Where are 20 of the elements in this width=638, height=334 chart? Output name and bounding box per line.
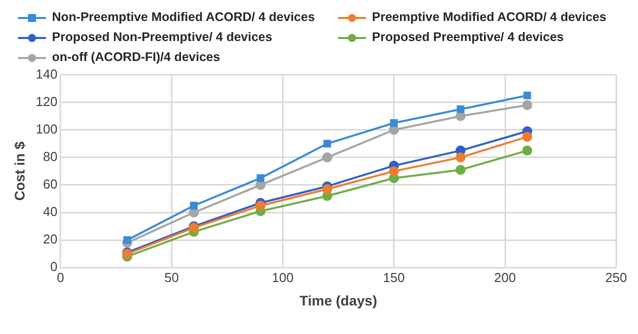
x-tick-label: 150 — [383, 270, 405, 285]
y-tick-label: 0 — [50, 259, 58, 274]
legend-label: Non-Preemptive Modified ACORD/ 4 devices — [52, 10, 315, 24]
y-tick-label: 60 — [43, 176, 58, 192]
y-axis-title: Cost in $ — [11, 141, 28, 201]
x-tick-label: 100 — [272, 270, 294, 285]
legend-label: Proposed Non-Preemptive/ 4 devices — [52, 30, 272, 44]
x-tick-label: 200 — [494, 270, 516, 285]
y-tick-label: 140 — [36, 66, 58, 82]
y-tick-label: 120 — [36, 94, 58, 109]
legend-label: Preemptive Modified ACORD/ 4 devices — [372, 10, 606, 24]
x-tick-label: 250 — [605, 270, 628, 285]
y-tick-label: 40 — [43, 204, 58, 220]
x-axis-title: Time (days) — [300, 292, 378, 308]
y-tick-label: 80 — [43, 149, 58, 164]
legend-label: on-off (ACORD-FI)/4 devices — [52, 50, 220, 64]
legend-label: Proposed Preemptive/ 4 devices — [372, 30, 564, 44]
y-tick-label: 20 — [43, 232, 58, 247]
y-tick-label: 100 — [36, 121, 58, 136]
x-tick-label: 50 — [164, 270, 179, 285]
